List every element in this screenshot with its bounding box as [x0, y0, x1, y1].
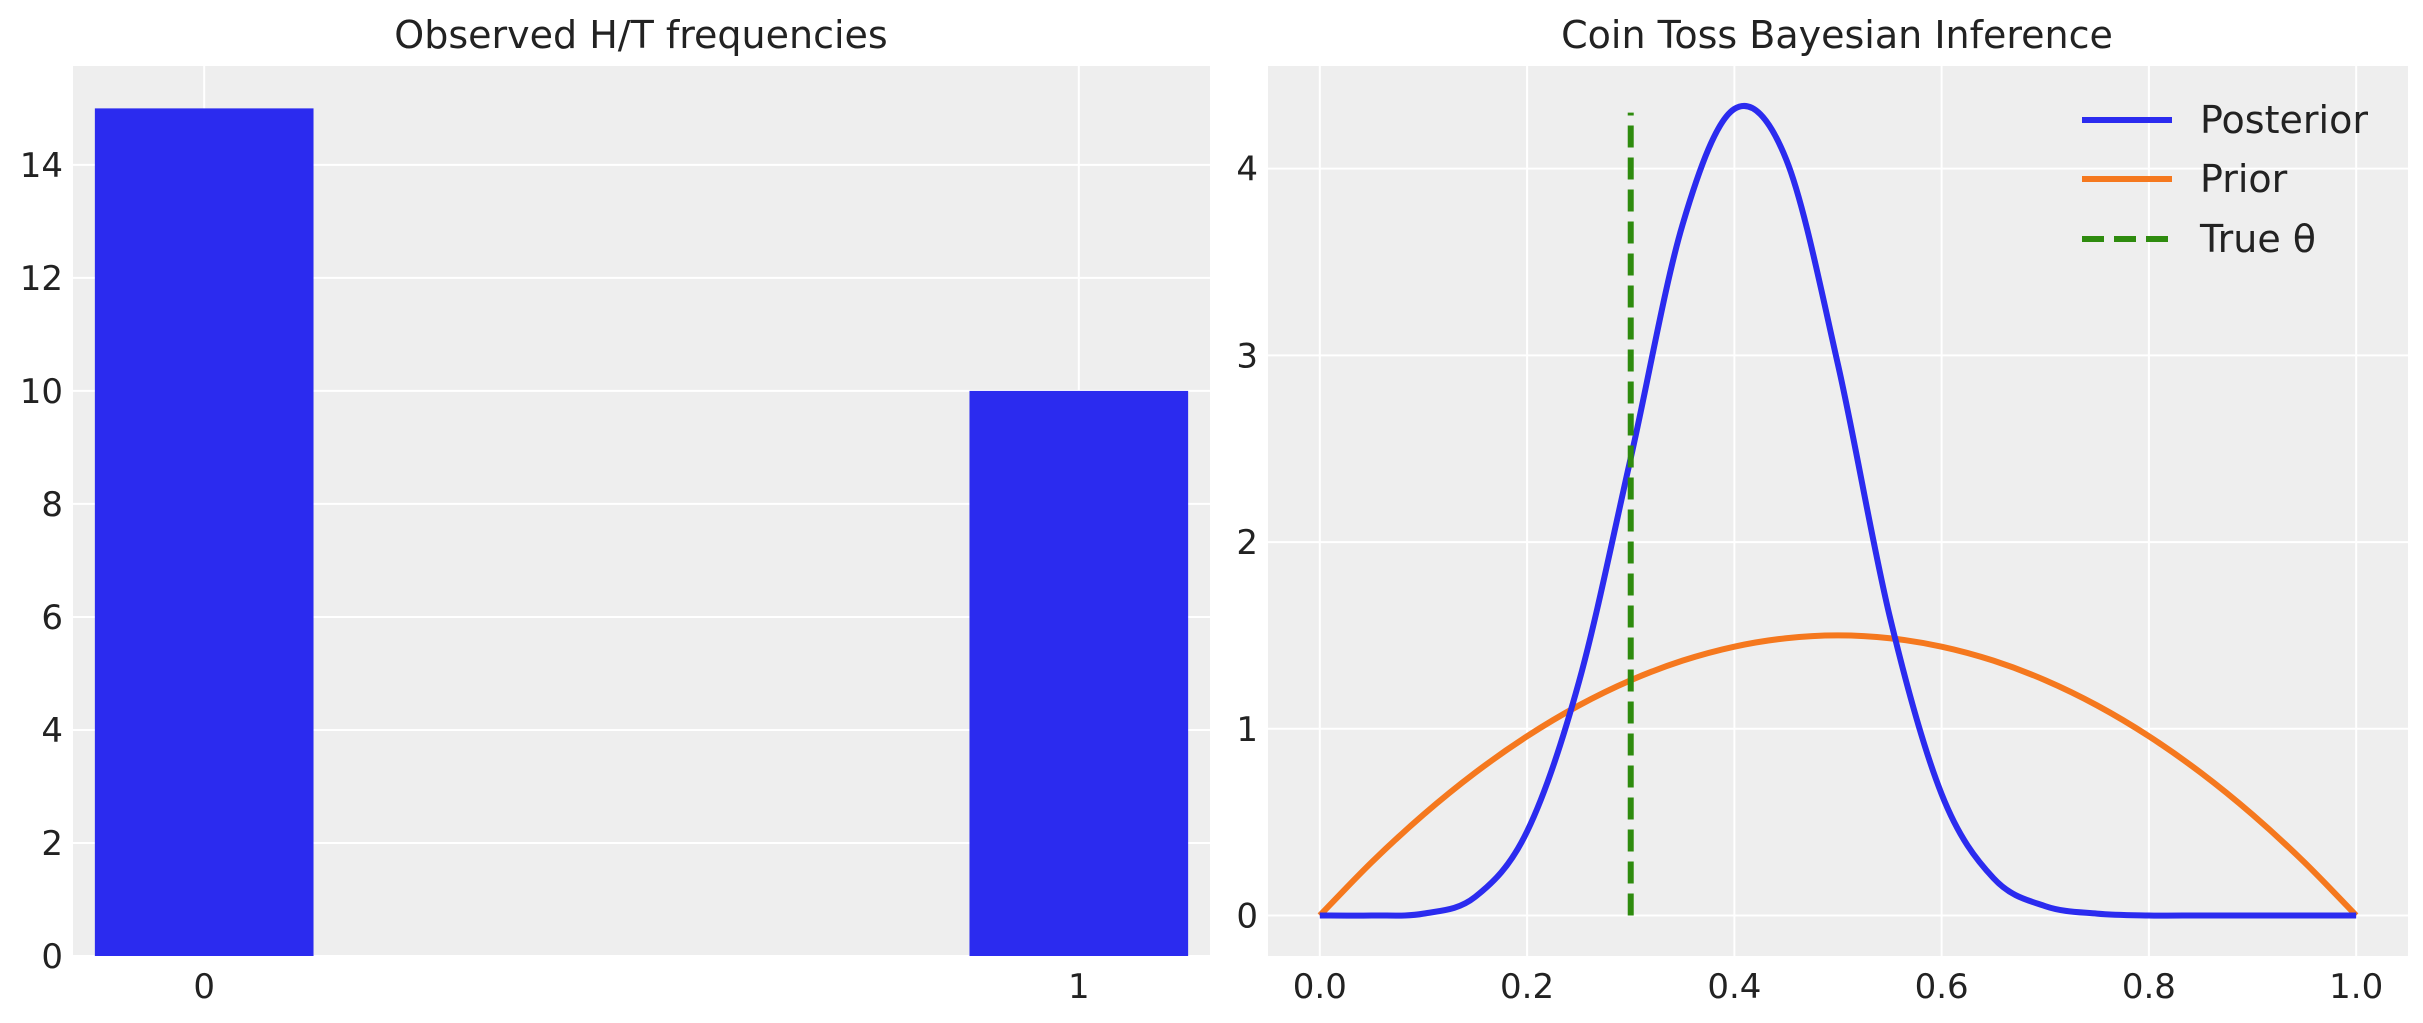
y-tick-labels-left: 0 2 4 6 8 10 12 14: [20, 146, 63, 977]
y-tick-label: 0: [41, 937, 63, 977]
y-tick-label: 10: [20, 372, 63, 412]
legend-label-true-theta: True θ: [2199, 217, 2316, 261]
series-prior-line: [1317, 632, 2359, 918]
x-tick-label: 0.8: [2122, 967, 2176, 1007]
chart-title-right: Coin Toss Bayesian Inference: [1561, 13, 2113, 57]
x-tick-label: 1.0: [2329, 967, 2383, 1007]
x-tick-label: 0.2: [1500, 967, 1554, 1007]
x-tick-label: 1: [1068, 967, 1090, 1007]
y-tick-label: 2: [41, 824, 63, 864]
chart-title-left: Observed H/T frequencies: [394, 13, 887, 57]
x-tick-label: 0.4: [1707, 967, 1761, 1007]
y-tick-label: 4: [41, 711, 63, 751]
series-lines: [1317, 102, 2359, 919]
y-tick-labels-right: 0 1 2 3 4: [1236, 150, 1258, 937]
x-tick-label: 0.0: [1293, 967, 1347, 1007]
legend-label-posterior: Posterior: [2200, 98, 2368, 142]
y-tick-label: 4: [1236, 150, 1258, 190]
x-tick-labels-right: 0.0 0.2 0.4 0.6 0.8 1.0: [1293, 967, 2383, 1007]
x-tick-label: 0: [193, 967, 215, 1007]
y-tick-label: 8: [41, 485, 63, 525]
legend: Posterior Prior True θ: [2082, 98, 2368, 261]
y-tick-label: 12: [20, 259, 63, 299]
y-tick-label: 2: [1236, 523, 1258, 563]
line-chart-bayesian-inference: 0 1 2 3 4 0.0 0.2 0.4 0.6 0.8 1.0 Coin Toss Bayes…: [1236, 13, 2408, 1007]
bar: [969, 390, 1189, 956]
y-tick-label: 3: [1236, 336, 1258, 376]
bar: [94, 108, 314, 956]
x-tick-label: 0.6: [1915, 967, 1969, 1007]
series-posterior-line: [1319, 102, 2357, 919]
y-tick-label: 6: [41, 598, 63, 638]
plot-area-right: [1268, 66, 2408, 956]
y-tick-label: 14: [20, 146, 63, 186]
y-tick-label: 1: [1236, 710, 1258, 750]
legend-label-prior: Prior: [2200, 157, 2288, 201]
bars: [94, 108, 1189, 956]
y-tick-label: 0: [1236, 896, 1258, 936]
